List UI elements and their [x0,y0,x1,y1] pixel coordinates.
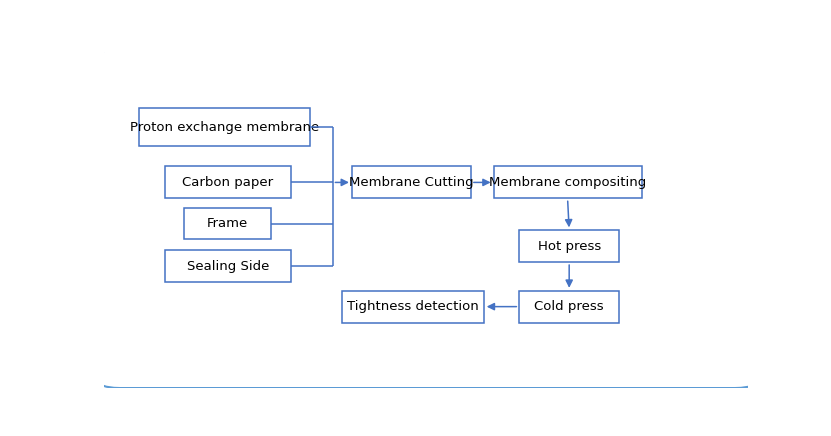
Text: Frame: Frame [207,217,248,230]
FancyBboxPatch shape [494,167,642,198]
FancyBboxPatch shape [342,291,484,323]
Text: Sealing Side: Sealing Side [187,260,269,273]
Text: Membrane Cutting: Membrane Cutting [349,176,474,189]
Text: Cold press: Cold press [534,300,604,313]
Text: Tightness detection: Tightness detection [347,300,479,313]
Text: Carbon paper: Carbon paper [182,176,273,189]
Text: Proton exchange membrane: Proton exchange membrane [130,120,319,133]
FancyBboxPatch shape [519,291,619,323]
FancyBboxPatch shape [519,230,619,262]
FancyBboxPatch shape [352,167,471,198]
Text: Hot press: Hot press [538,240,601,253]
Text: Membrane compositing: Membrane compositing [489,176,647,189]
FancyBboxPatch shape [140,108,310,146]
FancyBboxPatch shape [165,167,291,198]
FancyBboxPatch shape [184,208,271,238]
FancyBboxPatch shape [94,49,761,388]
FancyBboxPatch shape [165,250,291,282]
